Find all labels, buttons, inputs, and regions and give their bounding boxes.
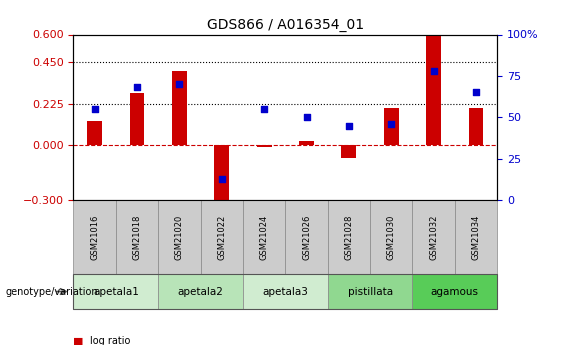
Bar	[158, 274, 243, 309]
Bar	[158, 200, 201, 274]
Bar	[328, 200, 370, 274]
Bar	[73, 200, 116, 274]
Text: apetala3: apetala3	[262, 287, 308, 296]
Text: pistillata: pistillata	[347, 287, 393, 296]
Text: apetala2: apetala2	[177, 287, 224, 296]
Title: GDS866 / A016354_01: GDS866 / A016354_01	[207, 18, 364, 32]
Text: GSM21030: GSM21030	[387, 215, 396, 260]
Bar	[285, 200, 328, 274]
Bar	[468, 108, 484, 145]
Text: GSM21022: GSM21022	[218, 215, 226, 260]
Point	[132, 85, 141, 90]
Text: agamous: agamous	[431, 287, 479, 296]
Point	[217, 176, 226, 181]
Text: log ratio: log ratio	[90, 336, 131, 345]
Bar	[455, 200, 497, 274]
Point	[90, 106, 99, 112]
Bar	[341, 145, 357, 158]
Bar	[384, 108, 399, 145]
Text: GSM21024: GSM21024	[260, 215, 268, 260]
Bar	[73, 274, 158, 309]
Point	[302, 115, 311, 120]
Bar	[243, 200, 285, 274]
Point	[429, 68, 438, 74]
Point	[175, 81, 184, 87]
Text: GSM21020: GSM21020	[175, 215, 184, 260]
Bar	[116, 200, 158, 274]
Text: GSM21018: GSM21018	[133, 215, 141, 260]
Point	[344, 123, 354, 128]
Bar	[243, 274, 328, 309]
Text: apetala1: apetala1	[93, 287, 139, 296]
Bar	[328, 274, 412, 309]
Point	[386, 121, 396, 127]
Bar	[426, 34, 441, 145]
Text: GSM21028: GSM21028	[345, 215, 353, 260]
Bar	[412, 274, 497, 309]
Point	[259, 106, 269, 112]
Bar	[172, 71, 187, 145]
Text: GSM21016: GSM21016	[90, 215, 99, 260]
Text: GSM21034: GSM21034	[472, 215, 480, 260]
Bar	[370, 200, 412, 274]
Text: ■: ■	[73, 336, 84, 345]
Bar	[87, 121, 102, 145]
Text: genotype/variation: genotype/variation	[6, 287, 98, 296]
Bar	[412, 200, 455, 274]
Bar	[129, 93, 145, 145]
Bar	[201, 200, 243, 274]
Bar	[214, 145, 229, 215]
Bar	[299, 141, 314, 145]
Point	[471, 90, 480, 95]
Text: GSM21026: GSM21026	[302, 215, 311, 260]
Text: GSM21032: GSM21032	[429, 215, 438, 260]
Bar	[257, 145, 272, 147]
